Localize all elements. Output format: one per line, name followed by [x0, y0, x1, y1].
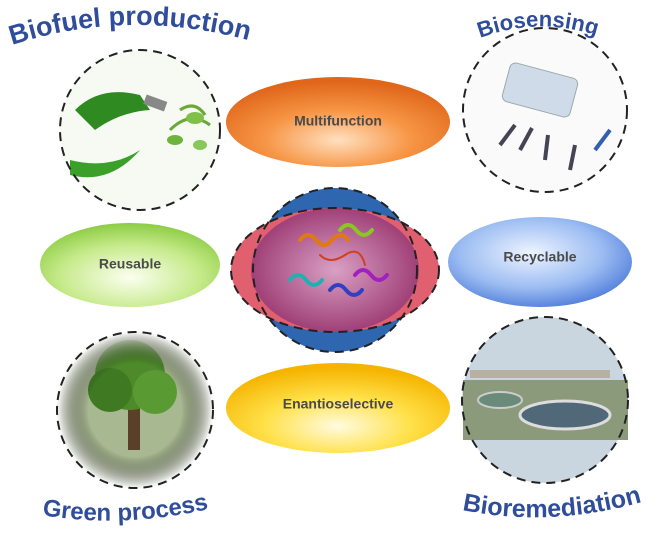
application-label-text: Biofuel production [5, 1, 254, 51]
property-label: Multifunction [294, 113, 382, 129]
property-label: Reusable [99, 256, 161, 272]
bioremediation-image [462, 317, 628, 483]
enzyme-center [231, 188, 439, 352]
green-process-image [57, 332, 213, 488]
application-label-text: Green process [41, 488, 210, 526]
application-label: Green process [41, 488, 210, 526]
application-label: Bioremediation [461, 481, 644, 524]
biosensing-image [463, 28, 627, 192]
diagram: Biofuel production Biosensing Green proc… [0, 0, 667, 551]
application-label: Biofuel production [5, 1, 254, 51]
biofuel-image [60, 50, 220, 210]
property-label: Enantioselective [283, 396, 394, 412]
application-label-text: Bioremediation [461, 481, 644, 524]
property-label: Recyclable [503, 249, 576, 265]
